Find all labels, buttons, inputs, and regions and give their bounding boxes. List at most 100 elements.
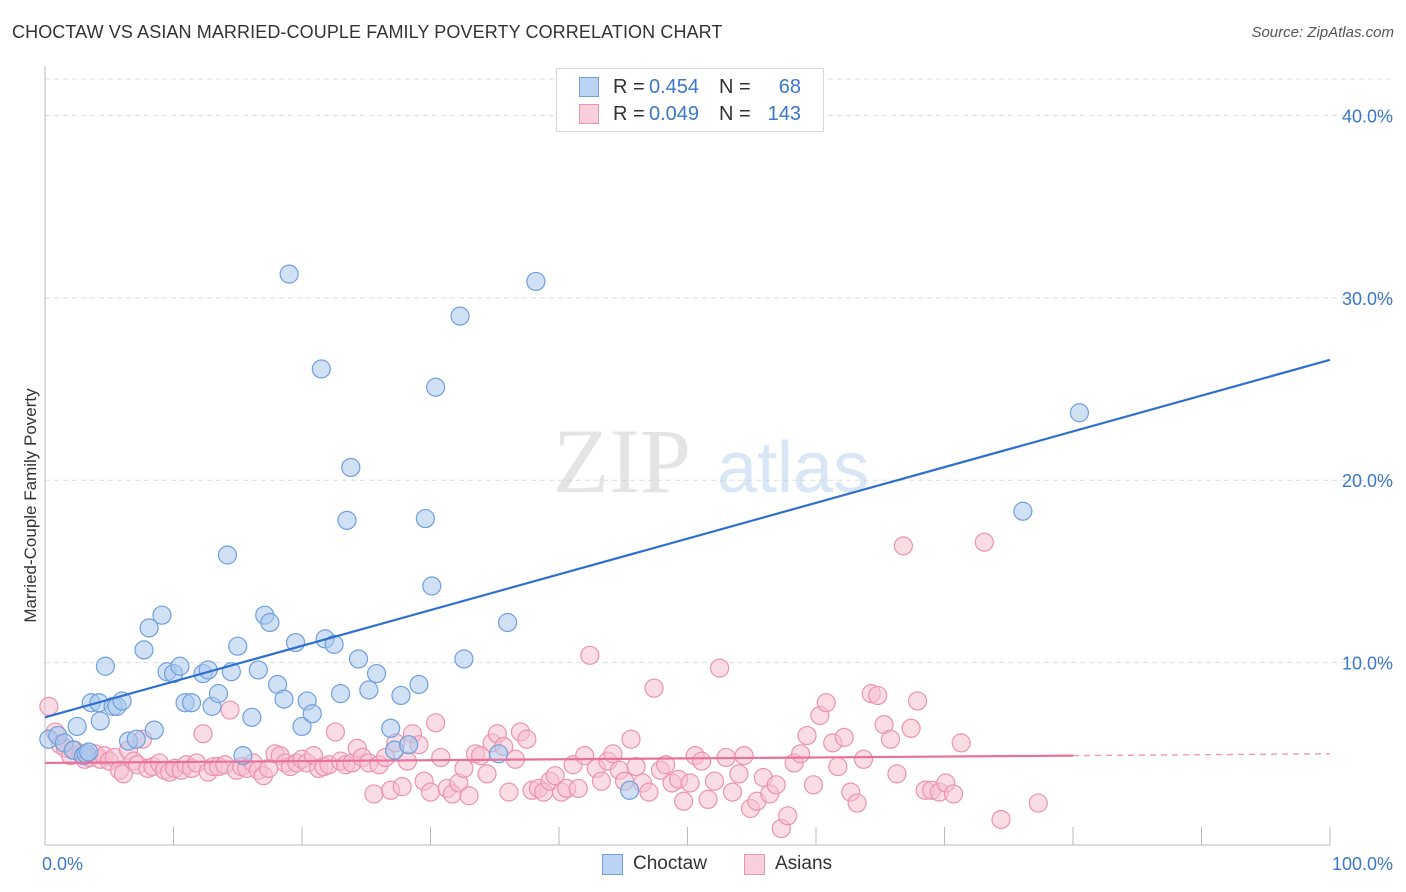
choctaw-point xyxy=(1069,403,1090,423)
choctaw-point xyxy=(181,693,202,713)
asians-point xyxy=(459,786,479,806)
asians-point xyxy=(803,775,824,795)
asians-point xyxy=(710,658,730,678)
choctaw-point xyxy=(302,704,322,724)
choctaw-point xyxy=(90,711,110,731)
asians-point xyxy=(626,756,646,777)
choctaw-point xyxy=(79,742,99,762)
asians-point xyxy=(853,749,874,769)
asians-point xyxy=(797,725,817,746)
asians-point xyxy=(790,744,811,764)
choctaw-point xyxy=(399,735,419,755)
choctaw-point xyxy=(341,457,361,478)
asians-point xyxy=(392,777,412,797)
asians-point xyxy=(517,729,537,749)
asians-point xyxy=(974,532,994,552)
asians-point xyxy=(816,693,836,713)
choctaw-point xyxy=(381,718,401,738)
choctaw-point xyxy=(359,680,379,700)
asians-point xyxy=(39,696,59,716)
asians-point xyxy=(901,718,921,738)
asians-point xyxy=(704,771,725,791)
asians-point xyxy=(834,727,854,747)
choctaw-point xyxy=(391,685,411,706)
watermark-zip: ZIP xyxy=(553,410,691,512)
choctaw-points xyxy=(39,264,1090,800)
trend-lines xyxy=(44,358,1331,765)
choctaw-point xyxy=(134,640,154,660)
asians-point xyxy=(893,536,913,556)
n-label: N = xyxy=(719,102,751,125)
asians-label: Asians xyxy=(775,853,833,874)
y-tick-label: 10.0% xyxy=(1342,654,1393,674)
choctaw-point xyxy=(248,660,268,680)
asians-point xyxy=(591,771,612,791)
legend-row-asians: R = 0.049 N = 143 xyxy=(579,102,801,126)
asians-point xyxy=(722,782,743,802)
asians-point xyxy=(880,729,901,749)
choctaw-trend-line xyxy=(44,358,1331,719)
choctaw-point xyxy=(426,377,446,397)
asians-point xyxy=(113,764,133,784)
asians-point xyxy=(680,773,700,793)
choctaw-point xyxy=(126,729,146,749)
asians-swatch xyxy=(744,853,765,875)
choctaw-point xyxy=(144,720,164,740)
bottom-legend-asians: Asians xyxy=(744,852,832,876)
tick-labels: 10.0% 20.0% 30.0% 40.0% 0.0% 100.0% Married-Co… xyxy=(21,106,1393,874)
asians-point xyxy=(220,700,240,720)
asians-point xyxy=(426,713,446,733)
choctaw-point xyxy=(292,716,312,737)
choctaw-point xyxy=(348,649,369,669)
y-tick-label: 40.0% xyxy=(1342,106,1393,126)
choctaw-point xyxy=(337,510,357,530)
choctaw-point xyxy=(526,271,546,292)
asians-point xyxy=(828,756,848,777)
y-axis-label: Married-Couple Family Poverty xyxy=(21,388,40,623)
r-value: 0.454 xyxy=(649,75,700,98)
choctaw-point xyxy=(228,636,248,656)
asians-point xyxy=(778,806,798,826)
r-label: R = xyxy=(613,102,645,125)
n-label: N = xyxy=(719,75,751,98)
choctaw-point xyxy=(95,656,115,676)
asians-point xyxy=(193,724,213,744)
asians-point xyxy=(568,778,588,799)
asians-point xyxy=(364,784,384,804)
choctaw-point xyxy=(450,306,470,326)
choctaw-point xyxy=(152,605,172,625)
watermark-atlas: atlas xyxy=(717,428,869,508)
gridlines xyxy=(45,78,1394,664)
choctaw-point xyxy=(279,264,299,284)
asians-point xyxy=(644,678,664,698)
choctaw-swatch xyxy=(579,77,599,97)
n-value: 143 xyxy=(767,102,801,125)
n-value: 68 xyxy=(778,75,801,98)
asians-point xyxy=(729,764,749,784)
asians-trend-extension xyxy=(1072,753,1331,757)
asians-point xyxy=(477,764,497,784)
choctaw-point xyxy=(330,684,351,704)
choctaw-point xyxy=(242,707,262,727)
choctaw-point xyxy=(217,545,238,565)
r-label: R = xyxy=(613,75,645,98)
choctaw-point xyxy=(170,656,190,676)
asians-point xyxy=(766,775,786,795)
bottom-legend-choctaw: Choctaw xyxy=(602,852,707,876)
asians-point xyxy=(325,722,346,742)
y-tick-label: 20.0% xyxy=(1342,471,1393,491)
choctaw-point xyxy=(260,612,280,633)
asians-point xyxy=(639,782,659,802)
choctaw-point xyxy=(233,746,253,766)
choctaw-swatch xyxy=(602,853,623,875)
choctaw-point xyxy=(620,780,640,800)
chart-title: CHOCTAW VS ASIAN MARRIED-COUPLE FAMILY P… xyxy=(12,22,723,42)
asians-point xyxy=(545,766,565,786)
asians-point xyxy=(991,809,1011,830)
choctaw-point xyxy=(67,716,87,737)
asians-point xyxy=(692,751,712,771)
asians-point xyxy=(887,764,907,784)
choctaw-point xyxy=(498,612,518,633)
asians-point xyxy=(454,758,474,779)
